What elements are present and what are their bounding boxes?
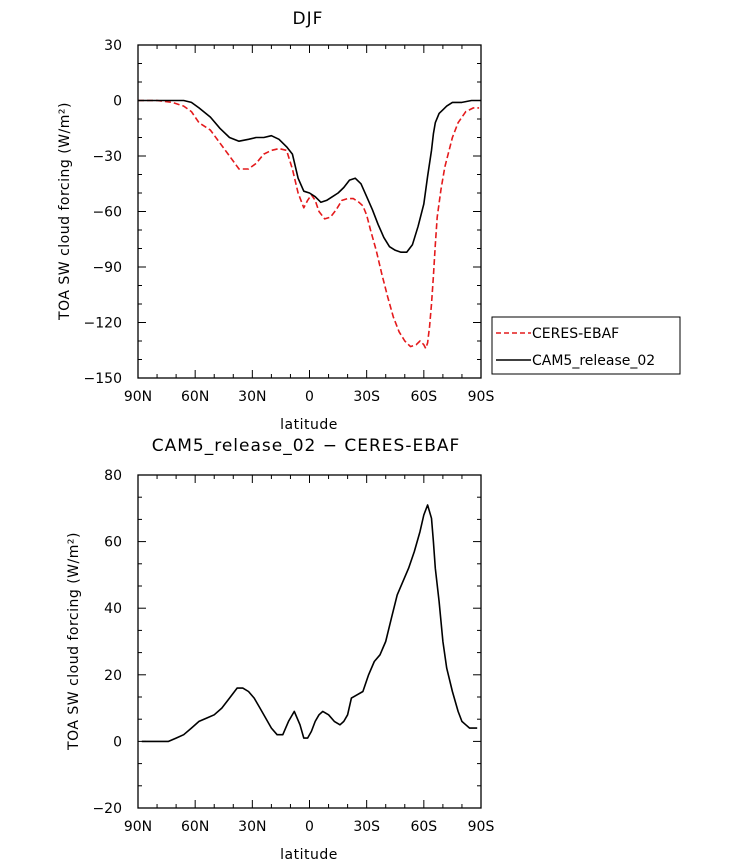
- y-tick-label: −30: [92, 149, 122, 165]
- legend-box: [491, 316, 681, 375]
- panel-difference: CAM5_release_02 − CERES-EBAF 90N 60N 30N 0 3…: [66, 436, 494, 863]
- y-axis-label-difference: TOA SW cloud forcing (W/m²): [66, 532, 82, 751]
- plot-frame-djf: [137, 44, 482, 379]
- y-tick-label: −60: [92, 205, 122, 221]
- y-tick-label: −90: [92, 260, 122, 276]
- legend: CERES-EBAF CAM5_release_02: [491, 316, 681, 375]
- x-axis-label-djf: latitude: [280, 417, 338, 433]
- y-axis-label-djf: TOA SW cloud forcing (W/m²): [57, 102, 73, 321]
- y-tick-label: 30: [104, 38, 122, 54]
- x-tick-label: 30N: [238, 389, 266, 405]
- x-tick-label: 60S: [410, 819, 437, 835]
- legend-label-ceres: CERES-EBAF: [532, 326, 619, 342]
- y-tick-label: 0: [113, 734, 122, 750]
- panel-djf: DJF 90N 60N 30N 0 30S 60S 90S 30 0 −30 −60 −90 −120…: [57, 9, 681, 433]
- chart-title-difference: CAM5_release_02 − CERES-EBAF: [152, 436, 461, 456]
- x-tick-label: 90S: [468, 389, 495, 405]
- plot-frame-difference: [137, 474, 482, 809]
- x-tick-label: 90N: [124, 819, 152, 835]
- y-tick-label: −120: [84, 316, 122, 332]
- y-tick-label: 20: [104, 668, 122, 684]
- x-tick-label: 30N: [238, 819, 266, 835]
- x-tick-label: 60S: [410, 389, 437, 405]
- series-line-cam5-release-02-ceres-ebaf: [141, 504, 478, 743]
- x-axis-label-difference: latitude: [280, 847, 338, 863]
- series-line-ceres-ebaf: [138, 99, 480, 350]
- y-tick-label: −150: [84, 371, 122, 387]
- y-tick-label: 0: [113, 94, 122, 110]
- y-tick-label: 80: [104, 468, 122, 484]
- y-tick-label: 40: [104, 601, 122, 617]
- x-tick-label: 90S: [468, 819, 495, 835]
- legend-label-cam5: CAM5_release_02: [532, 353, 655, 369]
- x-tick-label: 30S: [353, 819, 380, 835]
- x-tick-label: 30S: [353, 389, 380, 405]
- x-tick-label: 0: [305, 819, 314, 835]
- y-tick-label: −20: [92, 801, 122, 817]
- x-tick-label: 60N: [181, 819, 209, 835]
- series-line-cam5-release-02: [138, 99, 481, 253]
- x-tick-label: 0: [305, 389, 314, 405]
- chart-title-djf: DJF: [293, 9, 324, 29]
- x-tick-label: 90N: [124, 389, 152, 405]
- y-tick-label: 60: [104, 535, 122, 551]
- x-tick-label: 60N: [181, 389, 209, 405]
